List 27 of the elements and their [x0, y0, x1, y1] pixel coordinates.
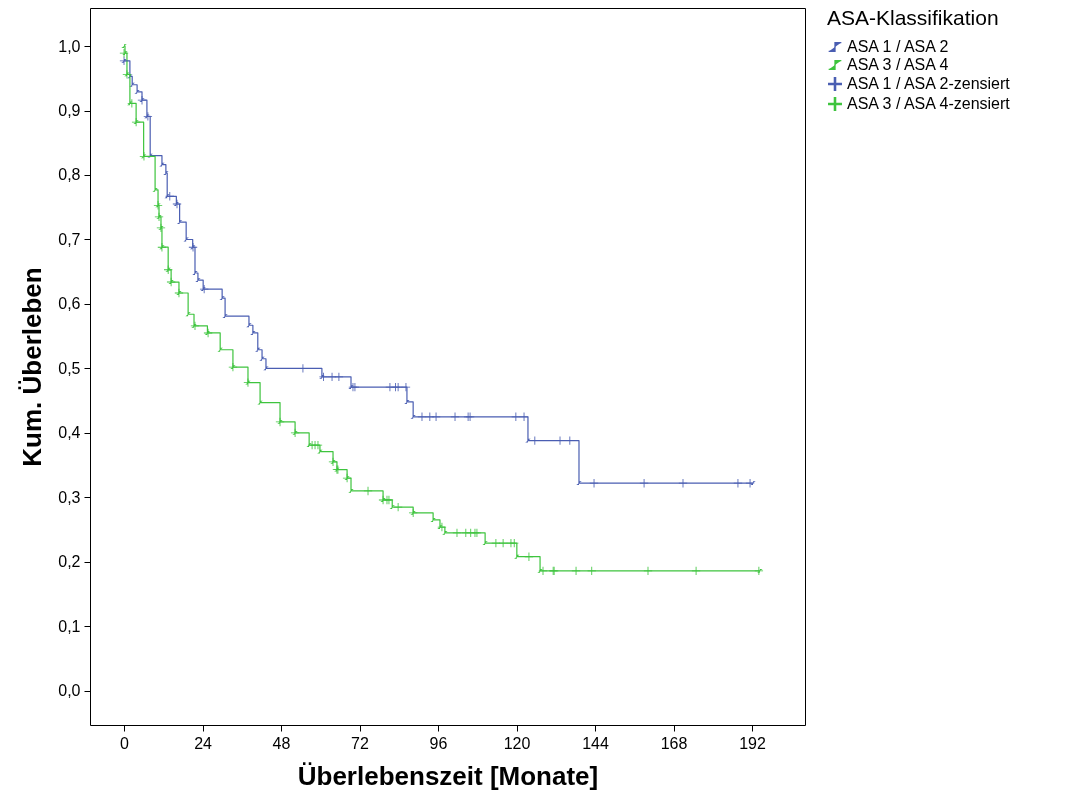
y-tick-label: 0,3	[58, 488, 81, 506]
x-tick-label: 168	[660, 734, 688, 752]
x-tick-label: 144	[582, 734, 609, 752]
y-tick-label: 0,5	[58, 359, 81, 377]
x-tick-label: 24	[194, 734, 213, 752]
x-tick-label: 0	[120, 734, 130, 752]
y-tick-label: 1,0	[58, 37, 81, 55]
y-tick-label: 0,0	[58, 682, 81, 700]
x-tick-label: 72	[351, 734, 370, 752]
legend-label: ASA 1 / ASA 2	[847, 38, 949, 55]
x-tick-label: 96	[429, 734, 448, 752]
x-tick-label: 120	[503, 734, 531, 752]
x-axis-title: Überlebenszeit [Monate]	[297, 760, 599, 791]
y-tick-label: 0,8	[58, 166, 81, 184]
y-tick-label: 0,6	[58, 295, 81, 313]
y-tick-label: 0,4	[58, 424, 81, 442]
y-tick-label: 0,7	[58, 230, 81, 248]
y-tick-label: 0,2	[58, 553, 81, 571]
legend-label: ASA 1 / ASA 2-zensiert	[847, 75, 1011, 92]
x-tick-label: 48	[272, 734, 291, 752]
legend-title: ASA-Klassifikation	[827, 6, 999, 29]
y-axis-title: Kum. Überleben	[17, 267, 48, 467]
legend-label: ASA 3 / ASA 4-zensiert	[847, 95, 1011, 112]
y-tick-label: 0,9	[58, 102, 81, 120]
y-tick-label: 0,1	[58, 617, 81, 635]
legend-label: ASA 3 / ASA 4	[847, 56, 949, 73]
x-tick-label: 192	[739, 734, 766, 752]
